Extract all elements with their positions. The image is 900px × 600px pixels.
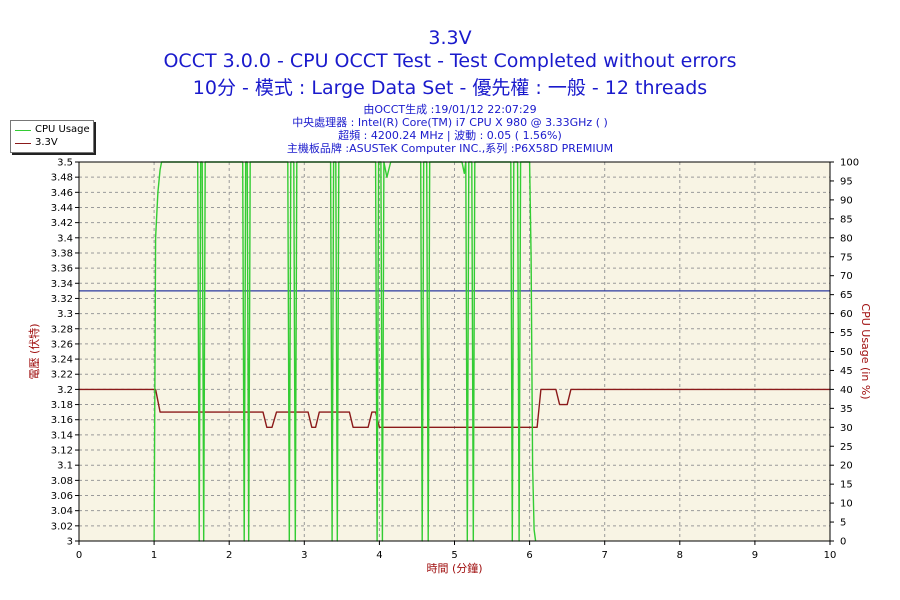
y-left-tick-label: 3 bbox=[67, 537, 73, 548]
y-left-tick-label: 3.2 bbox=[57, 385, 73, 396]
chart-title: 3.3V bbox=[428, 27, 472, 49]
y-right-tick-label: 10 bbox=[840, 499, 853, 510]
y-right-tick-label: 35 bbox=[840, 404, 853, 415]
chart-subtitle-test: OCCT 3.0.0 - CPU OCCT Test - Test Comple… bbox=[163, 50, 737, 72]
legend-swatch-cpu-usage bbox=[15, 130, 31, 131]
x-tick-label: 9 bbox=[752, 550, 758, 561]
legend-swatch-voltage bbox=[15, 143, 31, 144]
y-right-tick-label: 95 bbox=[840, 176, 853, 187]
y-left-tick-label: 3.26 bbox=[51, 339, 73, 350]
x-tick-label: 3 bbox=[301, 550, 307, 561]
y-right-tick-label: 40 bbox=[840, 385, 853, 396]
y-left-tick-label: 3.4 bbox=[57, 233, 73, 244]
y-right-tick-label: 60 bbox=[840, 309, 853, 320]
plot-frame bbox=[78, 161, 831, 542]
x-tick-label: 4 bbox=[376, 550, 382, 561]
y-left-tick-label: 3.34 bbox=[51, 279, 73, 290]
generated-info: 由OCCT生成 :19/01/12 22:07:29 bbox=[363, 103, 537, 116]
y-right-tick-label: 65 bbox=[840, 290, 853, 301]
y-right-tick-label: 30 bbox=[840, 423, 853, 434]
y-left-tick-label: 3.32 bbox=[51, 294, 73, 305]
y-left-tick-label: 3.08 bbox=[51, 476, 73, 487]
y-right-axis-label: CPU Usage (in %) bbox=[859, 303, 872, 399]
y-left-tick-label: 3.44 bbox=[51, 203, 73, 214]
y-left-tick-label: 3.36 bbox=[51, 264, 73, 275]
y-right-tick-label: 55 bbox=[840, 328, 853, 339]
y-left-tick-label: 3.24 bbox=[51, 355, 73, 366]
series-line-voltage bbox=[79, 388, 830, 428]
y-right-tick-label: 45 bbox=[840, 366, 853, 377]
y-right-tick-label: 25 bbox=[840, 442, 853, 453]
y-right-tick-label: 100 bbox=[840, 158, 859, 169]
x-tick-label: 0 bbox=[76, 550, 82, 561]
y-left-tick-label: 3.04 bbox=[51, 506, 73, 517]
x-tick-label: 1 bbox=[151, 550, 157, 561]
y-left-tick-label: 3.1 bbox=[57, 461, 73, 472]
cpu-info: 中央處理器 : Intel(R) Core(TM) i7 CPU X 980 @… bbox=[292, 116, 608, 129]
y-left-tick-label: 3.46 bbox=[51, 188, 73, 199]
x-tick-label: 8 bbox=[677, 550, 683, 561]
x-tick-label: 6 bbox=[526, 550, 532, 561]
y-left-tick-label: 3.5 bbox=[57, 158, 73, 169]
frequency-info: 超頻 : 4200.24 MHz | 波動 : 0.05 ( 1.56%) bbox=[338, 129, 562, 142]
y-right-tick-label: 75 bbox=[840, 252, 853, 263]
x-tick-label: 7 bbox=[602, 550, 608, 561]
y-left-tick-label: 3.06 bbox=[51, 491, 73, 502]
y-left-tick-label: 3.12 bbox=[51, 446, 73, 457]
y-right-tick-label: 80 bbox=[840, 233, 853, 244]
legend-label-cpu-usage: CPU Usage bbox=[35, 124, 90, 135]
y-right-tick-label: 85 bbox=[840, 214, 853, 225]
y-left-tick-label: 3.38 bbox=[51, 248, 73, 259]
chart-legend: CPU Usage 3.3V bbox=[10, 120, 94, 153]
y-right-tick-label: 0 bbox=[840, 537, 846, 548]
motherboard-info: 主機板品牌 :ASUSTeK Computer INC.,系列 :P6X58D … bbox=[286, 142, 614, 155]
y-left-tick-label: 3.16 bbox=[51, 415, 73, 426]
x-tick-label: 10 bbox=[824, 550, 837, 561]
y-left-tick-label: 3.22 bbox=[51, 370, 73, 381]
x-axis-label: 時間 (分鐘) bbox=[426, 561, 482, 575]
y-left-tick-label: 3.28 bbox=[51, 324, 73, 335]
y-left-tick-label: 3.3 bbox=[57, 309, 73, 320]
x-tick-label: 2 bbox=[226, 550, 232, 561]
y-right-tick-label: 5 bbox=[840, 518, 846, 529]
y-right-tick-label: 90 bbox=[840, 195, 853, 206]
y-left-tick-label: 3.14 bbox=[51, 430, 73, 441]
y-right-tick-label: 15 bbox=[840, 480, 853, 491]
y-left-tick-label: 3.48 bbox=[51, 173, 73, 184]
y-right-tick-label: 20 bbox=[840, 461, 853, 472]
y-left-tick-label: 3.18 bbox=[51, 400, 73, 411]
chart-subtitle-mode: 10分 - 模式 : Large Data Set - 優先權 : 一般 - 1… bbox=[192, 77, 708, 99]
y-left-axis-label: 電壓 (伏特) bbox=[27, 323, 41, 379]
y-left-tick-label: 3.02 bbox=[51, 521, 73, 532]
y-left-tick-label: 3.42 bbox=[51, 218, 73, 229]
y-right-tick-label: 50 bbox=[840, 347, 853, 358]
legend-label-voltage: 3.3V bbox=[35, 137, 58, 148]
x-tick-label: 5 bbox=[451, 550, 457, 561]
y-right-tick-label: 70 bbox=[840, 271, 853, 282]
